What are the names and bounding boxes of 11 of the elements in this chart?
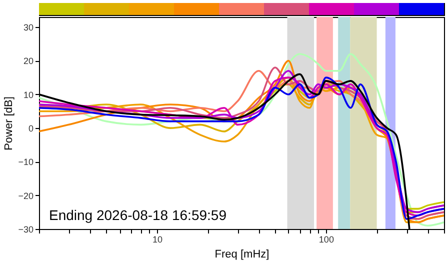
y-tick-label: 10 [23, 90, 34, 100]
y-tick-label: −20 [18, 190, 34, 201]
y-axis-title: Power [dB] [3, 96, 16, 150]
annotation: Ending 2026-08-18 16:59:59 [49, 207, 227, 223]
y-tick-label: −10 [18, 157, 34, 168]
y-tick-label: 0 [28, 124, 34, 134]
y-tick-label: −30 [18, 224, 34, 234]
y-tick-label: 20 [23, 56, 34, 66]
x-tick-label: 100 [318, 234, 334, 244]
y-tick-label: 30 [23, 22, 34, 33]
x-axis-title: Freq [mHz] [214, 248, 270, 260]
